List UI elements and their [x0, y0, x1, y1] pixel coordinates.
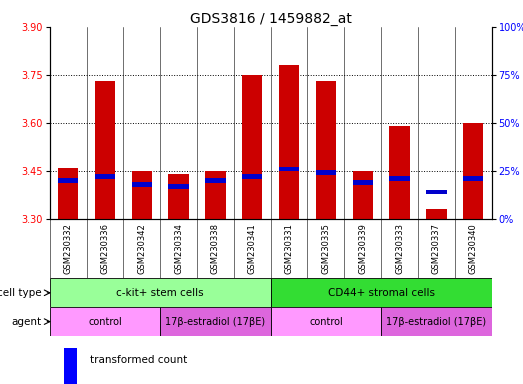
Title: GDS3816 / 1459882_at: GDS3816 / 1459882_at: [190, 12, 351, 26]
Text: control: control: [309, 316, 343, 327]
Bar: [168, 184, 189, 189]
Text: GSM230331: GSM230331: [285, 223, 293, 274]
Text: GSM230334: GSM230334: [174, 223, 183, 274]
Bar: [271, 278, 492, 307]
Bar: [390, 126, 410, 219]
Bar: [463, 123, 483, 219]
Bar: [58, 178, 78, 183]
Bar: [426, 190, 447, 194]
Text: GSM230338: GSM230338: [211, 223, 220, 274]
Bar: [242, 75, 263, 219]
Bar: [426, 209, 447, 219]
Bar: [132, 171, 152, 219]
Bar: [58, 168, 78, 219]
Bar: [381, 307, 492, 336]
Bar: [64, 336, 77, 384]
Bar: [279, 167, 299, 171]
Text: cell type: cell type: [0, 288, 42, 298]
Text: GSM230342: GSM230342: [137, 223, 146, 274]
Text: control: control: [88, 316, 122, 327]
Text: agent: agent: [12, 316, 42, 327]
Bar: [206, 171, 225, 219]
Bar: [95, 174, 115, 179]
Text: GSM230332: GSM230332: [64, 223, 73, 274]
Bar: [50, 307, 160, 336]
Bar: [463, 176, 483, 181]
Bar: [206, 178, 225, 183]
Bar: [353, 171, 373, 219]
Text: GSM230339: GSM230339: [358, 223, 367, 274]
Bar: [316, 170, 336, 175]
Bar: [95, 81, 115, 219]
Text: c-kit+ stem cells: c-kit+ stem cells: [116, 288, 204, 298]
Bar: [390, 176, 410, 181]
Text: GSM230333: GSM230333: [395, 223, 404, 274]
Bar: [50, 278, 271, 307]
Text: 17β-estradiol (17βE): 17β-estradiol (17βE): [165, 316, 266, 327]
Bar: [132, 182, 152, 187]
Bar: [242, 174, 263, 179]
Bar: [168, 174, 189, 219]
Text: GSM230336: GSM230336: [100, 223, 109, 274]
Bar: [279, 65, 299, 219]
Text: GSM230340: GSM230340: [469, 223, 477, 274]
Bar: [353, 180, 373, 185]
Bar: [64, 306, 77, 366]
Text: GSM230335: GSM230335: [322, 223, 331, 274]
Text: GSM230337: GSM230337: [432, 223, 441, 274]
Text: 17β-estradiol (17βE): 17β-estradiol (17βE): [386, 316, 486, 327]
Text: transformed count: transformed count: [90, 356, 187, 366]
Text: GSM230341: GSM230341: [248, 223, 257, 274]
Bar: [271, 307, 381, 336]
Bar: [160, 307, 271, 336]
Bar: [316, 81, 336, 219]
Text: CD44+ stromal cells: CD44+ stromal cells: [327, 288, 435, 298]
